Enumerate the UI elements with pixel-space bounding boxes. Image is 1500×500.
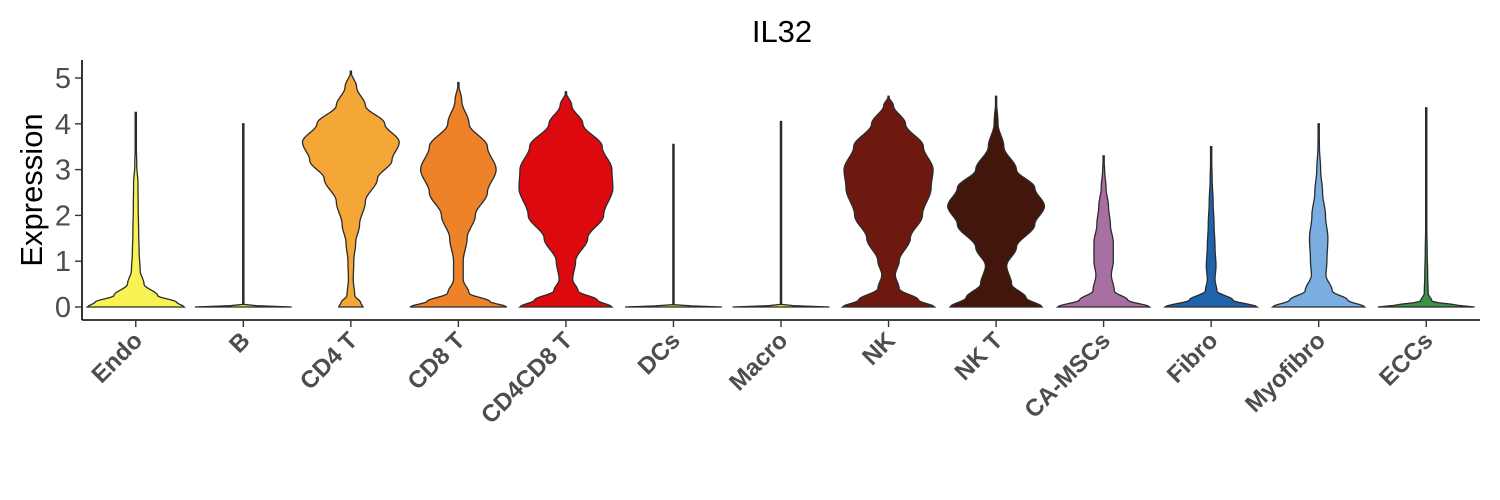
- y-tick-label: 3: [55, 155, 71, 187]
- violin-cd4cd8-t: [518, 91, 614, 308]
- y-tick-label: 1: [55, 246, 71, 278]
- violin-nk: [840, 95, 937, 308]
- x-tick-label: NK T: [950, 327, 1009, 386]
- y-tick-label: 0: [55, 292, 71, 324]
- chart-title: IL32: [752, 14, 812, 49]
- x-tick-label: DCs: [633, 327, 686, 380]
- violin-eccs: [1377, 107, 1475, 308]
- y-axis-label: Expression: [14, 113, 49, 266]
- x-tick-label: Myofibro: [1240, 327, 1331, 418]
- x-tick-label: CA-MSCs: [1019, 327, 1115, 423]
- y-tick-label: 4: [55, 109, 71, 141]
- violin-endo: [85, 111, 186, 308]
- y-tick-label: 2: [55, 200, 71, 232]
- violin-layer: [85, 70, 1475, 308]
- y-tick-label: 5: [55, 63, 71, 95]
- violin-macro: [732, 120, 830, 308]
- x-tick-label: Macro: [724, 327, 793, 396]
- violin-fibro: [1162, 146, 1260, 308]
- x-tick-label: B: [224, 327, 255, 358]
- violin-ca-mscs: [1055, 155, 1152, 308]
- x-tick-label: Endo: [86, 327, 148, 389]
- violin-b: [194, 123, 292, 308]
- x-tick-label: NK: [857, 327, 901, 371]
- x-tick-label: CD8 T: [403, 327, 471, 395]
- violin-cd4-t: [301, 70, 400, 308]
- x-axis: Endo B CD4 T CD8 T CD4CD8 T DCs Macro NK NK T CA-…: [82, 319, 1480, 429]
- x-tick-label: ECCs: [1374, 327, 1438, 391]
- x-tick-label: Fibro: [1162, 327, 1224, 389]
- y-axis: 0 1 2 3 4 5: [55, 60, 83, 324]
- violin-dcs: [625, 143, 722, 308]
- violin-nk-t: [947, 95, 1046, 308]
- violin-cd8-t: [409, 81, 508, 308]
- x-tick-label: CD4 T: [295, 327, 363, 395]
- violin-myofibro: [1270, 123, 1367, 308]
- x-tick-label: CD4CD8 T: [476, 327, 578, 429]
